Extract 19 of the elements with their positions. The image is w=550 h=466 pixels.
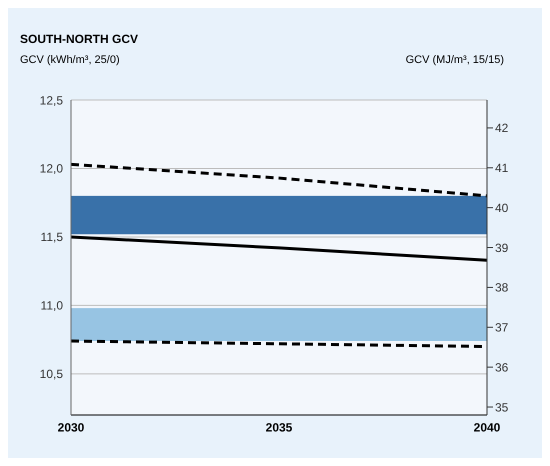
y2-tick-label: 35 [495,400,509,414]
y2-tick-label: 39 [495,240,509,255]
chart-title: SOUTH-NORTH GCV [20,32,138,46]
y2-tick-label: 38 [495,280,509,295]
y-axis-title: GCV (kWh/m³, 25/0) [20,54,120,66]
y-tick-label: 11,5 [40,230,64,244]
y-tick-label: 11,0 [40,298,64,313]
y2-tick-label: 41 [495,161,509,176]
x-tick-label: 2030 [58,420,85,435]
y2-axis-title: GCV (MJ/m³, 15/15) [406,54,504,66]
y-tick-label: 12,0 [40,162,64,176]
x-tick-label: 2035 [266,420,293,435]
y2-tick-label: 42 [495,121,509,136]
y2-tick-label: 37 [495,320,509,335]
y2-tick-label: 36 [495,360,509,374]
y-tick-label: 12,5 [40,93,64,108]
y2-tick-label: 40 [495,200,509,215]
y-tick-label: 10,5 [40,367,64,382]
x-tick-label: 2040 [474,420,501,435]
